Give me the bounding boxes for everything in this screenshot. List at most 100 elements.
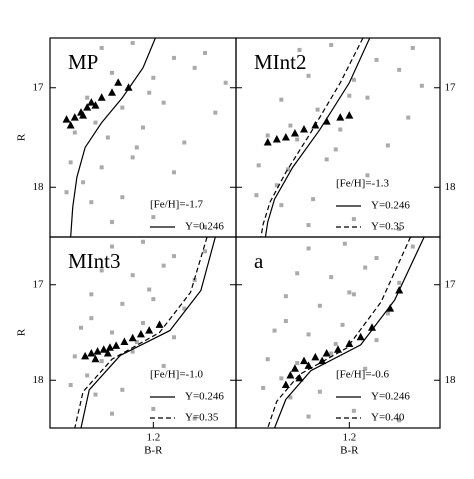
field-star	[419, 83, 424, 88]
triangle-star	[62, 115, 71, 123]
field-star	[365, 173, 370, 178]
field-star	[151, 215, 156, 220]
triangle-star	[145, 326, 154, 334]
triangle-star	[336, 113, 345, 121]
triangle-star	[97, 93, 106, 101]
field-star	[79, 325, 83, 330]
field-star	[295, 137, 300, 142]
field-star	[385, 311, 390, 316]
field-star	[93, 120, 98, 125]
field-star	[397, 227, 402, 232]
triangle-star	[128, 333, 137, 342]
field-star	[120, 301, 125, 306]
triangle-star	[281, 133, 290, 141]
field-star	[130, 40, 135, 45]
field-star	[110, 244, 114, 249]
field-star	[306, 414, 311, 419]
y-tick-label: 17	[445, 278, 457, 290]
isochrone	[260, 37, 364, 238]
field-star	[130, 155, 135, 160]
field-star	[192, 416, 197, 421]
field-star	[351, 292, 356, 297]
field-star	[161, 363, 166, 368]
y-tick-label: 17	[33, 278, 45, 290]
triangle-star	[300, 356, 308, 365]
triangle-star	[93, 347, 102, 355]
triangle-star	[87, 98, 96, 106]
field-star	[85, 95, 90, 100]
field-star	[338, 127, 343, 132]
field-star	[89, 200, 94, 205]
field-star	[365, 95, 370, 100]
field-star	[295, 361, 300, 366]
field-star	[265, 357, 270, 362]
field-star	[93, 392, 98, 397]
field-star	[172, 170, 176, 175]
y-axis-label: R	[16, 328, 28, 336]
field-star	[288, 123, 293, 128]
field-star	[283, 319, 288, 324]
field-star	[130, 349, 135, 354]
field-star	[333, 341, 338, 346]
field-star	[315, 107, 320, 112]
field-star	[397, 418, 402, 423]
triangle-star	[108, 88, 116, 96]
field-star	[374, 57, 379, 62]
field-star	[81, 180, 86, 185]
y-axis-label: R	[16, 133, 28, 141]
field-star	[141, 125, 145, 130]
panel-label: a	[254, 249, 264, 273]
field-star	[203, 50, 207, 55]
field-star	[72, 130, 77, 135]
y-tick-label: 17	[445, 81, 457, 93]
field-star	[110, 70, 114, 75]
field-star	[297, 47, 302, 52]
field-star	[351, 217, 356, 222]
field-star	[68, 383, 73, 388]
triangle-star	[99, 345, 108, 353]
field-star	[261, 385, 266, 390]
field-star	[99, 359, 104, 364]
field-star	[151, 297, 156, 302]
field-star	[283, 294, 288, 299]
triangle-star	[81, 351, 90, 360]
triangle-star	[345, 339, 354, 347]
triangle-star	[356, 332, 365, 341]
field-star	[172, 55, 176, 60]
field-star	[182, 306, 187, 311]
field-star	[254, 193, 259, 198]
field-star	[351, 77, 356, 82]
triangle-star	[368, 323, 376, 331]
panel-frame	[235, 236, 441, 429]
triangle-star	[386, 304, 395, 312]
field-star	[72, 354, 77, 359]
isochrone	[70, 37, 156, 238]
triangle-star	[112, 341, 121, 349]
triangle-star	[295, 373, 304, 382]
isochrone	[80, 236, 216, 429]
panel-label: MInt3	[68, 249, 121, 273]
field-star	[203, 249, 207, 254]
triangle-star	[155, 320, 164, 328]
field-star	[333, 147, 338, 152]
y-tick-label: 18	[445, 181, 457, 193]
field-star	[397, 280, 402, 285]
legend-label: Y=0.40	[371, 412, 405, 424]
field-star	[306, 73, 311, 78]
triangle-star	[311, 352, 320, 361]
field-star	[385, 143, 390, 148]
field-star	[288, 395, 293, 400]
field-star	[161, 100, 166, 105]
x-tick-label: 1.2	[146, 432, 160, 444]
triangle-star	[281, 380, 290, 389]
legend-label: Y=0.246	[371, 391, 410, 403]
triangle-star	[290, 364, 299, 372]
triangle-star	[263, 137, 272, 146]
triangle-star	[322, 349, 331, 357]
field-star	[110, 330, 114, 335]
field-star	[274, 183, 279, 188]
isochrone	[273, 236, 425, 429]
triangle-star	[120, 337, 129, 346]
y-tick-label: 17	[33, 81, 45, 93]
triangle-star	[91, 354, 100, 363]
